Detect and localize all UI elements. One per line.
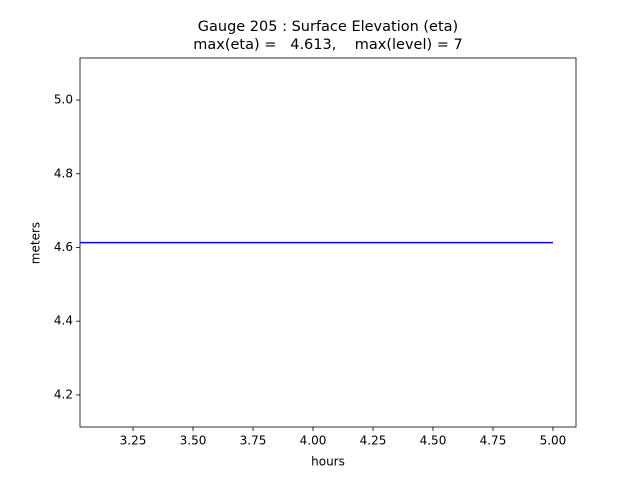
x-tick-label: 4.75 [480, 434, 507, 448]
plot-frame [79, 57, 577, 428]
y-tick-label: 4.8 [54, 166, 73, 180]
y-tick-label: 4.4 [54, 314, 73, 328]
x-tick-label: 3.25 [120, 434, 147, 448]
x-tick-label: 3.50 [180, 434, 207, 448]
x-tick-label: 4.25 [360, 434, 387, 448]
x-tick-label: 4.00 [300, 434, 327, 448]
y-tick-label: 4.2 [54, 387, 73, 401]
x-axis-label: hours [311, 455, 345, 469]
x-tick-label: 4.50 [420, 434, 447, 448]
x-tick-label: 5.00 [540, 434, 567, 448]
x-tick-label: 3.75 [240, 434, 267, 448]
y-tick-label: 5.0 [54, 93, 73, 107]
chart-subtitle: max(eta) = 4.613, max(level) = 7 [193, 37, 463, 53]
y-tick-label: 4.6 [54, 240, 73, 254]
y-axis-label: meters [29, 222, 43, 264]
chart-title: Gauge 205 : Surface Elevation (eta) [198, 19, 458, 35]
